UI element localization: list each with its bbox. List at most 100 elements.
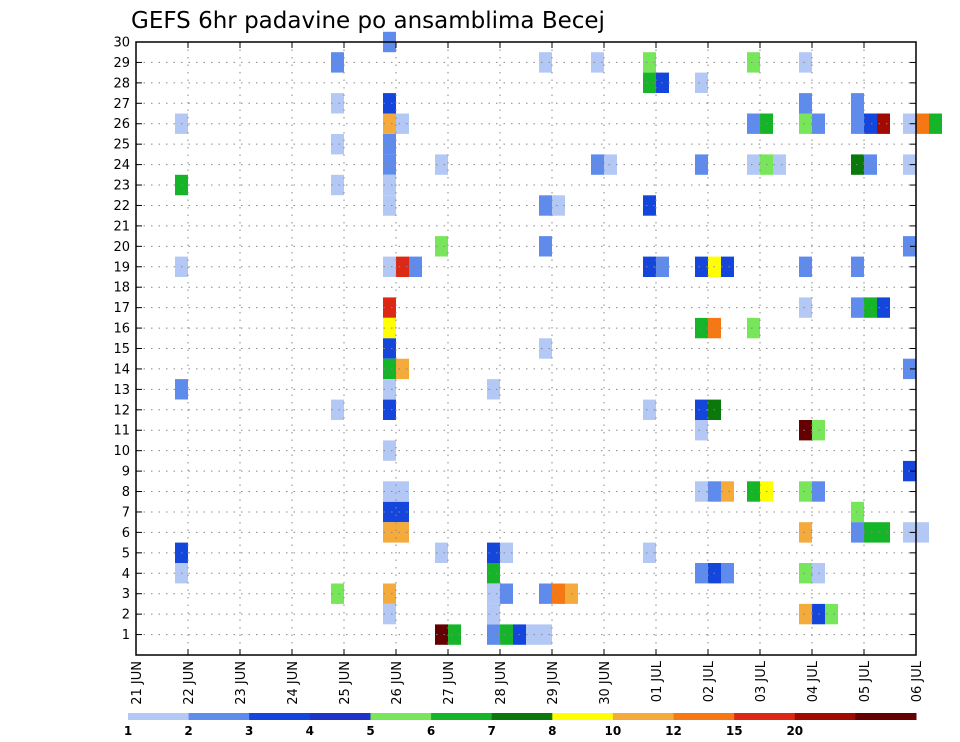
heatmap-cell <box>448 624 461 645</box>
heatmap-cell <box>487 583 500 604</box>
heatmap-cell <box>864 113 877 134</box>
y-tick-label: 23 <box>113 179 130 194</box>
y-tick-label: 16 <box>113 322 130 337</box>
y-tick-label: 9 <box>122 465 130 480</box>
heatmap-cell <box>799 522 812 543</box>
colorbar-swatch <box>855 713 917 720</box>
heatmap-cell <box>539 52 552 73</box>
y-tick-label: 15 <box>113 342 130 357</box>
heatmap-cell <box>799 603 812 625</box>
heatmap-cell <box>331 134 344 155</box>
heatmap-cell <box>487 563 500 584</box>
heatmap-cell <box>383 583 396 604</box>
x-tick-label: 03 JUL <box>754 660 769 702</box>
heatmap-cell <box>383 317 396 339</box>
heatmap-cell <box>643 72 656 93</box>
heatmap-cell <box>799 113 812 134</box>
colorbar-swatch <box>188 713 250 720</box>
colorbar-swatch <box>128 713 190 720</box>
y-tick-label: 4 <box>122 567 130 582</box>
heatmap-cell <box>396 256 409 277</box>
colorbar-legend: 1 2 3 4 5 6 7 8 10 12 15 20 <box>124 713 917 738</box>
colorbar-level-label: 15 <box>726 724 743 738</box>
x-tick-label: 02 JUL <box>702 660 717 702</box>
heatmap-cell <box>487 542 500 563</box>
heatmap-cell <box>383 358 396 380</box>
heatmap-cell <box>383 379 396 400</box>
heatmap-cell <box>396 481 409 502</box>
heatmap-cell <box>331 583 344 604</box>
heatmap-cell <box>643 52 656 73</box>
colorbar-level-label: 5 <box>366 724 374 738</box>
y-tick-label: 6 <box>122 526 130 541</box>
heatmap-cell <box>539 236 552 257</box>
heatmap-cell <box>591 52 604 73</box>
x-tick-label: 28 JUN <box>494 661 509 705</box>
heatmap-cell <box>799 52 812 73</box>
heatmap-cell <box>799 563 812 584</box>
heatmap-cell <box>500 583 513 604</box>
heatmap-cell <box>799 93 812 114</box>
heatmap-cell <box>487 379 500 400</box>
x-tick-label: 21 JUN <box>130 661 145 705</box>
heatmap-cell <box>383 522 396 543</box>
y-tick-label: 17 <box>113 301 130 316</box>
heatmap-cell <box>643 195 656 216</box>
heatmap-cell <box>695 420 708 441</box>
heatmap-cell <box>526 624 539 645</box>
y-tick-label: 8 <box>122 485 130 500</box>
heatmap-cells <box>175 31 942 645</box>
colorbar-swatch <box>673 713 735 720</box>
heatmap-cell <box>695 317 708 339</box>
heatmap-cell <box>383 501 396 523</box>
heatmap-cell <box>487 624 500 645</box>
heatmap-cell <box>747 113 760 134</box>
y-tick-label: 7 <box>122 505 130 520</box>
heatmap-cell <box>383 297 396 318</box>
colorbar-level-label: 8 <box>548 724 556 738</box>
heatmap-cell <box>383 134 396 155</box>
y-tick-label: 13 <box>113 383 130 398</box>
heatmap-cell <box>591 154 604 175</box>
heatmap-cell <box>383 481 396 502</box>
heatmap-cell <box>695 72 708 93</box>
colorbar-swatch <box>309 713 371 720</box>
heatmap-cell <box>604 154 617 175</box>
colorbar-swatch <box>794 713 856 720</box>
heatmap-cell <box>643 399 656 420</box>
heatmap-cell <box>721 256 734 277</box>
y-tick-label: 27 <box>113 97 130 112</box>
x-tick-label: 22 JUN <box>182 661 197 705</box>
x-tick-label: 29 JUN <box>546 661 561 705</box>
heatmap-cell <box>643 542 656 563</box>
heatmap-cell <box>331 174 344 196</box>
y-axis: 1234567891011121314151617181920212223242… <box>113 36 916 643</box>
x-tick-label: 01 JUL <box>650 660 665 702</box>
heatmap-cell <box>747 481 760 502</box>
heatmap-cell <box>383 113 396 134</box>
heatmap-cell <box>799 297 812 318</box>
heatmap-cell <box>383 93 396 114</box>
heatmap-cell <box>331 52 344 73</box>
y-tick-label: 20 <box>113 240 130 255</box>
y-tick-label: 5 <box>122 546 130 561</box>
heatmap-cell <box>383 256 396 277</box>
heatmap-cell <box>695 563 708 584</box>
heatmap-cell <box>552 583 565 604</box>
colorbar-level-label: 10 <box>605 724 622 738</box>
heatmap-cell <box>916 113 929 134</box>
heatmap-cell <box>539 195 552 216</box>
heatmap-cell <box>864 297 877 318</box>
heatmap-cell <box>864 154 877 175</box>
x-tick-label: 30 JUN <box>598 661 613 705</box>
y-tick-label: 21 <box>113 219 130 234</box>
colorbar-swatch <box>249 713 311 720</box>
heatmap-cell <box>721 563 734 584</box>
y-tick-label: 24 <box>113 158 130 173</box>
heatmap-cell <box>799 420 812 441</box>
colorbar-level-label: 6 <box>427 724 435 738</box>
heatmap-cell <box>383 440 396 461</box>
x-tick-label: 27 JUN <box>442 661 457 705</box>
heatmap-cell <box>500 624 513 645</box>
